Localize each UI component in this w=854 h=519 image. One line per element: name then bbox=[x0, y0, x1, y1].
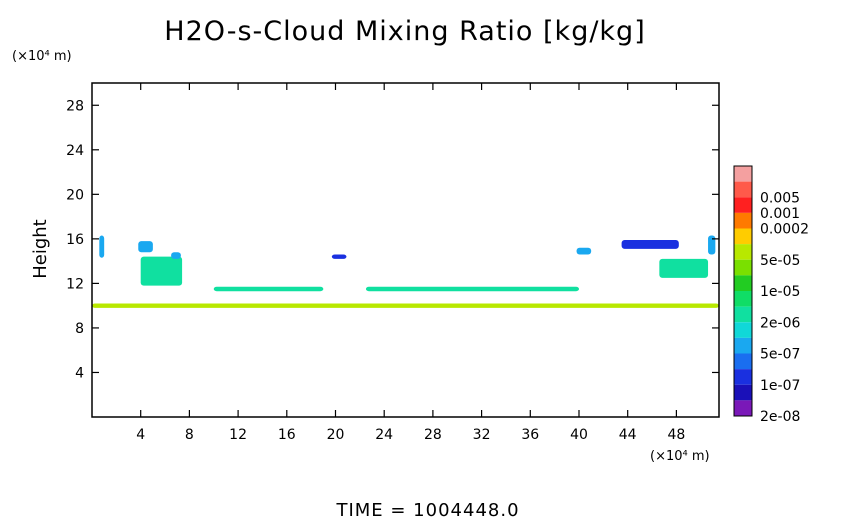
y-tick-label: 28 bbox=[66, 98, 84, 114]
cloud-region-9 bbox=[576, 247, 592, 255]
cloud-region-0 bbox=[92, 303, 719, 308]
legend-swatch bbox=[734, 244, 752, 260]
y-tick-label: 8 bbox=[75, 321, 84, 337]
x-tick-label: 8 bbox=[185, 427, 194, 443]
legend-swatch bbox=[734, 337, 752, 354]
plot-data bbox=[92, 235, 719, 308]
time-label: TIME = 1004448.0 bbox=[335, 500, 519, 519]
y-tick-label: 16 bbox=[66, 232, 84, 248]
cloud-region-4 bbox=[140, 256, 183, 286]
cloud-region-7 bbox=[331, 254, 347, 259]
legend-swatch bbox=[734, 369, 752, 385]
legend-label: 2e-06 bbox=[760, 315, 800, 331]
legend-swatch bbox=[734, 306, 752, 323]
legend-label: 5e-07 bbox=[760, 347, 800, 363]
cloud-region-8 bbox=[365, 286, 579, 292]
y-tick-label: 4 bbox=[75, 365, 84, 381]
x-tick-label: 32 bbox=[473, 427, 491, 443]
x-tick-label: 12 bbox=[229, 427, 247, 443]
legend-swatch bbox=[734, 400, 752, 416]
x-tick-label: 20 bbox=[327, 427, 345, 443]
legend-label: 1e-05 bbox=[760, 284, 800, 300]
legend-swatch bbox=[734, 197, 752, 213]
cloud-region-5 bbox=[171, 252, 181, 259]
legend-label: 0.0002 bbox=[760, 222, 809, 238]
legend-swatch bbox=[734, 212, 752, 229]
y-tick-label: 24 bbox=[66, 143, 84, 159]
legend-swatch bbox=[734, 259, 752, 276]
legend-swatch bbox=[734, 275, 752, 291]
cloud-region-2 bbox=[708, 235, 716, 255]
legend-label: 0.005 bbox=[760, 190, 800, 206]
legend-swatch bbox=[734, 353, 752, 370]
y-tick-label: 20 bbox=[66, 187, 84, 203]
x-tick-label: 48 bbox=[667, 427, 685, 443]
cloud-region-10 bbox=[659, 258, 709, 278]
legend-swatch bbox=[734, 322, 752, 338]
legend-swatch bbox=[734, 181, 752, 198]
x-tick-label: 28 bbox=[424, 427, 442, 443]
legend-label: 0.001 bbox=[760, 206, 800, 222]
plot-frame bbox=[91, 82, 720, 418]
y-axis-title: Height bbox=[30, 219, 51, 279]
legend-frame bbox=[733, 165, 753, 417]
legend-swatch bbox=[734, 384, 752, 401]
legend-swatch bbox=[734, 166, 752, 182]
x-tick-label: 4 bbox=[136, 427, 145, 443]
x-tick-label: 44 bbox=[619, 427, 637, 443]
x-tick-label: 24 bbox=[375, 427, 393, 443]
legend-swatch bbox=[734, 291, 752, 307]
chart-title: H2O-s-Cloud Mixing Ratio [kg/kg] bbox=[164, 16, 645, 47]
cloud-region-11 bbox=[621, 239, 679, 249]
y-unit-label: (×10⁴ m) bbox=[12, 49, 72, 64]
legend-label: 5e-05 bbox=[760, 253, 800, 269]
x-tick-label: 40 bbox=[570, 427, 588, 443]
cloud-region-6 bbox=[213, 286, 324, 292]
y-tick-label: 12 bbox=[66, 276, 84, 292]
cloud-region-3 bbox=[138, 241, 153, 253]
x-tick-label: 36 bbox=[521, 427, 539, 443]
x-unit-label: (×10⁴ m) bbox=[650, 449, 710, 464]
legend-label: 2e-08 bbox=[760, 409, 800, 425]
legend-swatch bbox=[734, 228, 752, 245]
legend-label: 1e-07 bbox=[760, 378, 800, 394]
x-tick-label: 16 bbox=[278, 427, 296, 443]
cloud-region-1 bbox=[99, 235, 105, 258]
